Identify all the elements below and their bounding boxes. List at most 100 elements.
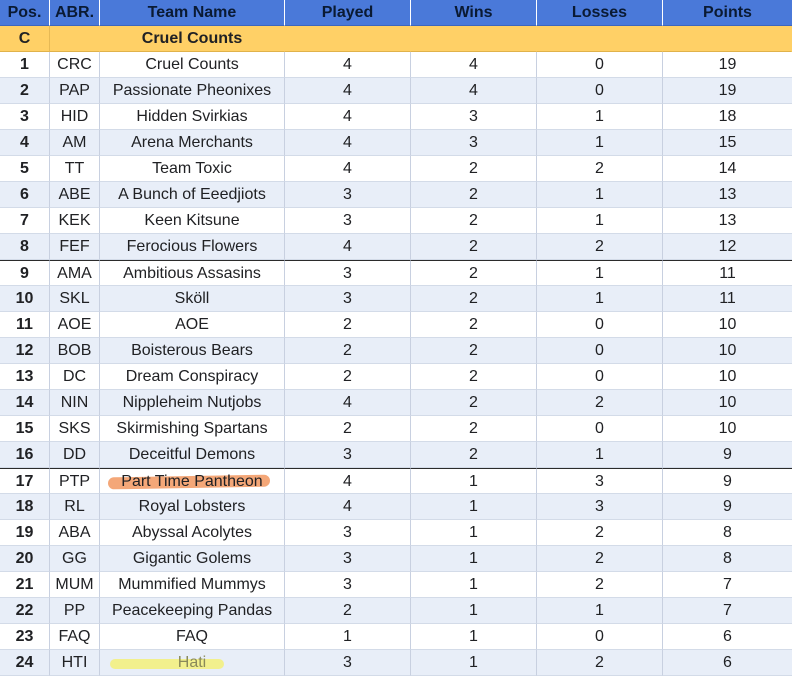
- pos-cell[interactable]: 19: [0, 520, 50, 546]
- abr-cell[interactable]: AM: [50, 130, 100, 156]
- losses-cell[interactable]: 0: [537, 52, 663, 78]
- points-cell[interactable]: 12: [663, 234, 792, 260]
- played-cell[interactable]: 4: [285, 52, 411, 78]
- wins-cell[interactable]: 1: [411, 572, 537, 598]
- wins-cell[interactable]: 1: [411, 624, 537, 650]
- group-empty-cell[interactable]: [411, 26, 537, 52]
- team-name-cell[interactable]: Hidden Svirkias: [100, 104, 285, 130]
- team-name-cell[interactable]: Gigantic Golems: [100, 546, 285, 572]
- pos-cell[interactable]: 7: [0, 208, 50, 234]
- points-cell[interactable]: 10: [663, 364, 792, 390]
- header-wins[interactable]: Wins: [411, 0, 537, 26]
- pos-cell[interactable]: 6: [0, 182, 50, 208]
- pos-cell[interactable]: 12: [0, 338, 50, 364]
- played-cell[interactable]: 3: [285, 442, 411, 468]
- wins-cell[interactable]: 2: [411, 416, 537, 442]
- pos-cell[interactable]: 22: [0, 598, 50, 624]
- wins-cell[interactable]: 1: [411, 520, 537, 546]
- wins-cell[interactable]: 3: [411, 130, 537, 156]
- played-cell[interactable]: 2: [285, 364, 411, 390]
- team-name-cell[interactable]: Ferocious Flowers: [100, 234, 285, 260]
- abr-cell[interactable]: KEK: [50, 208, 100, 234]
- losses-cell[interactable]: 0: [537, 364, 663, 390]
- points-cell[interactable]: 11: [663, 260, 792, 286]
- points-cell[interactable]: 9: [663, 468, 792, 494]
- pos-cell[interactable]: 21: [0, 572, 50, 598]
- losses-cell[interactable]: 3: [537, 494, 663, 520]
- losses-cell[interactable]: 0: [537, 338, 663, 364]
- pos-cell[interactable]: 4: [0, 130, 50, 156]
- losses-cell[interactable]: 1: [537, 286, 663, 312]
- points-cell[interactable]: 10: [663, 390, 792, 416]
- points-cell[interactable]: 11: [663, 286, 792, 312]
- abr-cell[interactable]: SKS: [50, 416, 100, 442]
- losses-cell[interactable]: 1: [537, 130, 663, 156]
- abr-cell[interactable]: AOE: [50, 312, 100, 338]
- played-cell[interactable]: 4: [285, 468, 411, 494]
- losses-cell[interactable]: 0: [537, 416, 663, 442]
- played-cell[interactable]: 3: [285, 208, 411, 234]
- played-cell[interactable]: 2: [285, 338, 411, 364]
- points-cell[interactable]: 13: [663, 208, 792, 234]
- wins-cell[interactable]: 2: [411, 208, 537, 234]
- team-name-cell[interactable]: FAQ: [100, 624, 285, 650]
- wins-cell[interactable]: 2: [411, 182, 537, 208]
- abr-cell[interactable]: ABA: [50, 520, 100, 546]
- points-cell[interactable]: 9: [663, 494, 792, 520]
- losses-cell[interactable]: 2: [537, 156, 663, 182]
- wins-cell[interactable]: 4: [411, 52, 537, 78]
- team-name-cell[interactable]: Arena Merchants: [100, 130, 285, 156]
- team-name-cell[interactable]: Cruel Counts: [100, 52, 285, 78]
- group-empty-cell[interactable]: [285, 26, 411, 52]
- group-letter[interactable]: C: [0, 26, 50, 52]
- team-name-cell[interactable]: Keen Kitsune: [100, 208, 285, 234]
- points-cell[interactable]: 8: [663, 520, 792, 546]
- wins-cell[interactable]: 2: [411, 234, 537, 260]
- wins-cell[interactable]: 2: [411, 364, 537, 390]
- wins-cell[interactable]: 2: [411, 390, 537, 416]
- wins-cell[interactable]: 2: [411, 286, 537, 312]
- team-name-cell[interactable]: Mummified Mummys: [100, 572, 285, 598]
- played-cell[interactable]: 4: [285, 494, 411, 520]
- pos-cell[interactable]: 2: [0, 78, 50, 104]
- wins-cell[interactable]: 4: [411, 78, 537, 104]
- points-cell[interactable]: 6: [663, 624, 792, 650]
- pos-cell[interactable]: 11: [0, 312, 50, 338]
- abr-cell[interactable]: FAQ: [50, 624, 100, 650]
- pos-cell[interactable]: 1: [0, 52, 50, 78]
- abr-cell[interactable]: TT: [50, 156, 100, 182]
- wins-cell[interactable]: 1: [411, 650, 537, 676]
- header-losses[interactable]: Losses: [537, 0, 663, 26]
- played-cell[interactable]: 3: [285, 260, 411, 286]
- abr-cell[interactable]: HTI: [50, 650, 100, 676]
- abr-cell[interactable]: ABE: [50, 182, 100, 208]
- points-cell[interactable]: 13: [663, 182, 792, 208]
- pos-cell[interactable]: 18: [0, 494, 50, 520]
- losses-cell[interactable]: 1: [537, 104, 663, 130]
- header-played[interactable]: Played: [285, 0, 411, 26]
- wins-cell[interactable]: 2: [411, 338, 537, 364]
- pos-cell[interactable]: 8: [0, 234, 50, 260]
- points-cell[interactable]: 7: [663, 572, 792, 598]
- losses-cell[interactable]: 1: [537, 182, 663, 208]
- losses-cell[interactable]: 2: [537, 546, 663, 572]
- losses-cell[interactable]: 1: [537, 442, 663, 468]
- team-name-cell[interactable]: Sköll: [100, 286, 285, 312]
- abr-cell[interactable]: PAP: [50, 78, 100, 104]
- wins-cell[interactable]: 3: [411, 104, 537, 130]
- pos-cell[interactable]: 24: [0, 650, 50, 676]
- played-cell[interactable]: 2: [285, 312, 411, 338]
- played-cell[interactable]: 2: [285, 416, 411, 442]
- pos-cell[interactable]: 20: [0, 546, 50, 572]
- abr-cell[interactable]: CRC: [50, 52, 100, 78]
- losses-cell[interactable]: 2: [537, 390, 663, 416]
- played-cell[interactable]: 4: [285, 156, 411, 182]
- team-name-cell[interactable]: Deceitful Demons: [100, 442, 285, 468]
- pos-cell[interactable]: 10: [0, 286, 50, 312]
- wins-cell[interactable]: 2: [411, 156, 537, 182]
- points-cell[interactable]: 7: [663, 598, 792, 624]
- played-cell[interactable]: 2: [285, 598, 411, 624]
- abr-cell[interactable]: RL: [50, 494, 100, 520]
- abr-cell[interactable]: DC: [50, 364, 100, 390]
- abr-cell[interactable]: DD: [50, 442, 100, 468]
